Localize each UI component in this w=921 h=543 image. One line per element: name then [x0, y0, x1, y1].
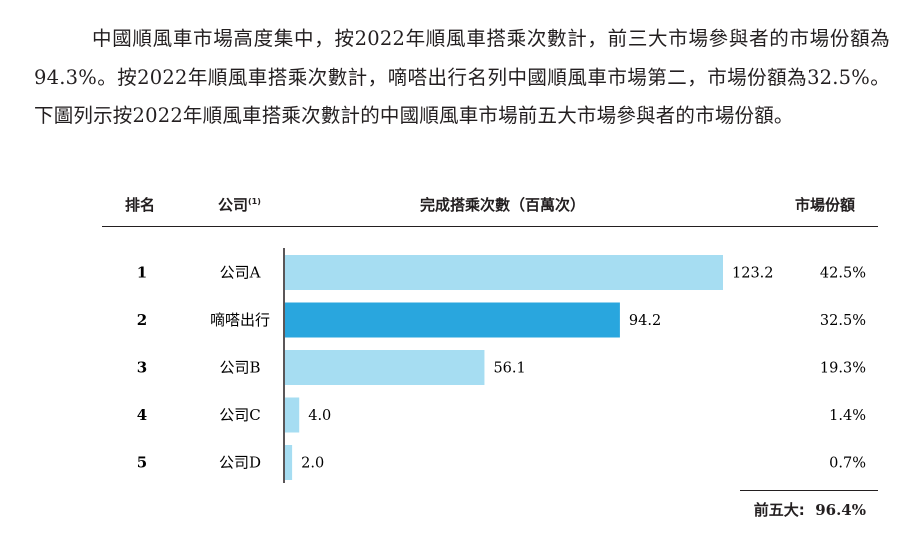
rank-label-3: 3 [137, 359, 147, 377]
value-label-5: 2.0 [301, 456, 324, 472]
header-rank: 排名 [125, 196, 156, 214]
rank-label-2: 2 [137, 311, 147, 329]
header-company-footnote: (1) [248, 197, 261, 206]
rank-label-1: 1 [137, 264, 147, 282]
value-label-2: 94.2 [629, 313, 661, 329]
share-label-3: 19.3% [820, 361, 866, 377]
header-share: 市場份額 [795, 196, 856, 214]
total-value: 96.4% [815, 501, 866, 519]
rank-label-4: 4 [137, 406, 147, 424]
share-label-5: 0.7% [829, 456, 866, 472]
share-label-4: 1.4% [829, 408, 866, 424]
bar-3 [285, 350, 485, 385]
share-label-1: 42.5% [820, 266, 866, 282]
header-rides: 完成搭乘次數（百萬次） [420, 196, 586, 214]
value-label-4: 4.0 [308, 408, 331, 424]
company-label-3: 公司B [219, 359, 260, 377]
share-label-2: 32.5% [820, 313, 866, 329]
total-rule [740, 490, 878, 491]
total-label: 前五大: [753, 501, 805, 519]
bar-4 [285, 397, 300, 433]
header-rule [102, 226, 878, 227]
bar-5 [285, 445, 293, 480]
header-company: 公司(1) [218, 194, 261, 215]
company-label-4: 公司C [219, 406, 260, 424]
header-company-label: 公司 [218, 196, 249, 214]
bar-1 [285, 255, 723, 290]
company-label-5: 公司D [219, 454, 261, 472]
value-label-1: 123.2 [732, 266, 774, 282]
company-label-2: 嘀嗒出行 [210, 311, 270, 329]
rank-label-5: 5 [137, 454, 147, 472]
bar-2 [285, 302, 620, 338]
company-label-1: 公司A [220, 264, 261, 282]
top-five-total: 前五大: 96.4% [740, 499, 866, 520]
value-label-3: 56.1 [493, 361, 525, 377]
intro-paragraph: 中國順風車市場高度集中，按2022年順風車搭乘次數計，前三大市場參與者的市場份額… [34, 27, 890, 127]
